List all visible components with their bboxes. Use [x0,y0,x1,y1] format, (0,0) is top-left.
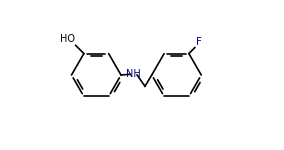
Text: F: F [196,37,202,47]
Text: HO: HO [60,34,75,44]
Text: NH: NH [126,69,141,79]
